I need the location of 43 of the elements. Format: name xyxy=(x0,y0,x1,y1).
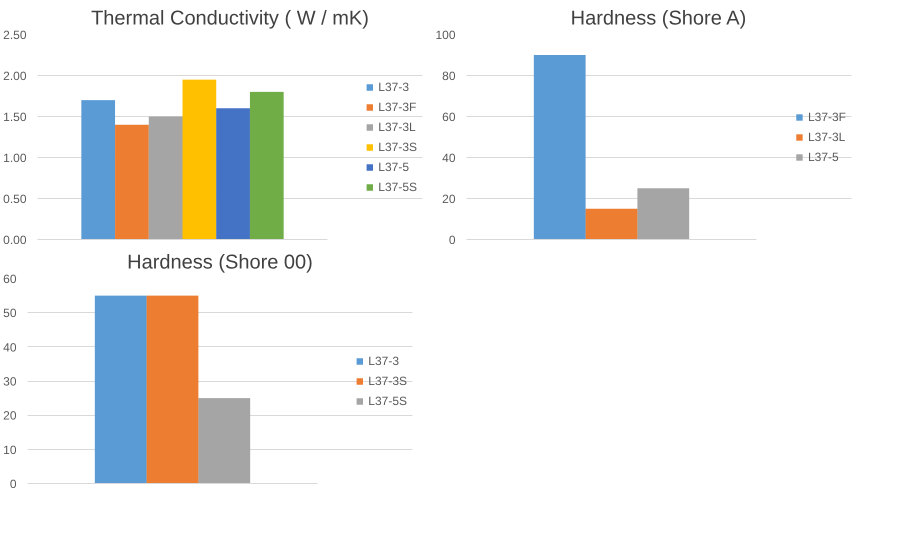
legend-label: L37-3L xyxy=(378,120,416,134)
bar xyxy=(115,124,149,240)
legend-label: L37-5 xyxy=(808,150,839,164)
bar xyxy=(216,108,250,240)
y-tick-label: 10 xyxy=(3,442,17,457)
bar xyxy=(534,55,586,240)
legend-label: L37-3S xyxy=(368,374,407,388)
legend-label: L37-3 xyxy=(378,80,409,94)
legend-label: L37-3 xyxy=(368,354,399,368)
y-tick-label: 30 xyxy=(3,374,17,388)
y-tick-label: 0.50 xyxy=(3,192,27,206)
bar xyxy=(250,92,284,240)
chart-title: Hardness (Shore A) xyxy=(570,8,746,30)
y-tick-label: 2.50 xyxy=(3,28,27,42)
chart-title: Thermal Conductivity ( W / mK) xyxy=(91,8,369,30)
chart-title: Hardness (Shore 00) xyxy=(127,252,313,274)
y-tick-label: 100 xyxy=(435,28,456,42)
legend-label: L37-3F xyxy=(378,100,416,114)
legend-label: L37-3S xyxy=(378,140,417,154)
bar xyxy=(148,116,182,240)
y-tick-label: 2.00 xyxy=(3,69,27,83)
y-tick-label: 20 xyxy=(442,192,456,206)
y-tick-label: 1.50 xyxy=(3,110,27,124)
legend-label: L37-3F xyxy=(808,110,846,124)
y-tick-label: 1.00 xyxy=(3,151,27,165)
y-tick-label: 50 xyxy=(3,306,17,320)
bar xyxy=(586,208,638,240)
bar xyxy=(182,80,216,240)
legend-label: L37-5S xyxy=(368,394,407,408)
legend-label: L37-5 xyxy=(378,160,409,174)
y-tick-label: 60 xyxy=(442,110,456,124)
y-tick-label: 40 xyxy=(442,151,456,165)
y-tick-label: 80 xyxy=(442,69,456,83)
y-tick-label: 0 xyxy=(10,477,17,491)
legend-label: L37-5S xyxy=(378,180,417,194)
y-tick-label: 60 xyxy=(3,272,17,286)
y-tick-label: 0.00 xyxy=(3,233,27,247)
bar xyxy=(81,100,116,240)
y-tick-label: 20 xyxy=(3,408,17,423)
bar xyxy=(637,188,690,240)
y-tick-label: 0 xyxy=(448,233,456,247)
y-tick-label: 40 xyxy=(3,340,17,354)
legend-label: L37-3L xyxy=(808,130,846,144)
